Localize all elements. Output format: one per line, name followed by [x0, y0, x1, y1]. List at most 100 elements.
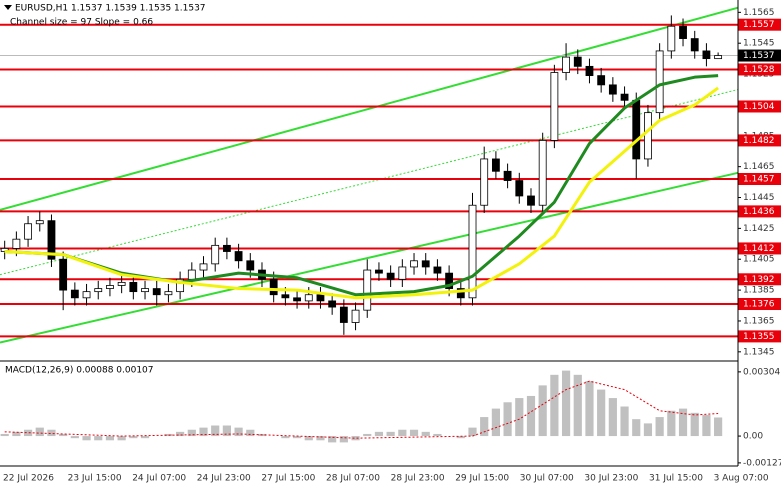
y-tick-label: 1.1425: [743, 224, 775, 234]
x-tick-label: 30 Jul 07:00: [520, 474, 574, 484]
candle-body: [433, 266, 442, 274]
channel-info: Channel size = 97 Slope = 0.66: [10, 18, 153, 28]
level-label: 1.1376: [743, 299, 775, 309]
candle-body: [386, 272, 395, 280]
candle-body: [293, 297, 301, 302]
macd-bar: [140, 436, 150, 439]
candle-body: [445, 272, 454, 289]
channel-line: [0, 89, 739, 276]
candle-body: [117, 281, 126, 286]
candle-body: [527, 195, 535, 206]
y-tick-label: 1.1465: [743, 162, 775, 172]
candle-body: [655, 50, 664, 114]
candle-body: [421, 260, 430, 268]
candle-body: [59, 258, 68, 291]
y-tick-label: 1.1445: [743, 193, 775, 203]
signal-line: [4, 380, 719, 439]
macd-bar: [70, 436, 79, 439]
y-tick-label: 1.1385: [743, 286, 775, 296]
y-tick-label: 0.00304: [743, 367, 780, 377]
level-tag: [738, 173, 781, 185]
macd-bar: [105, 436, 115, 441]
level-tag: [738, 330, 781, 343]
candle-body: [491, 158, 500, 172]
macd-bar: [561, 370, 571, 437]
macd-bar: [655, 417, 664, 437]
candle-body: [503, 170, 512, 181]
macd-bar: [456, 436, 465, 439]
macd-bar: [281, 436, 290, 439]
macd-bar: [351, 436, 360, 441]
macd-bar: [714, 417, 723, 437]
candle-body: [35, 220, 44, 225]
level-label: 1.1355: [743, 332, 775, 342]
level-tag: [738, 18, 781, 31]
macd-bar: [187, 429, 196, 437]
level-label: 1.1436: [743, 207, 775, 217]
macd-bar: [176, 431, 185, 437]
x-tick-label: 23 Jul 15:00: [68, 474, 122, 484]
level-label: 1.1412: [743, 244, 775, 254]
candle-body: [211, 244, 220, 265]
level-label: 1.1457: [743, 175, 775, 185]
symbol-icon: [4, 5, 12, 10]
macd-bar: [23, 429, 33, 437]
candle-body: [410, 260, 418, 268]
channel-line: [0, 171, 739, 344]
candle-body: [269, 278, 278, 296]
macd-bar: [47, 429, 56, 437]
candle-body: [550, 72, 559, 141]
x-tick-label: 22 Jul 2026: [3, 474, 54, 484]
level-tag: [738, 297, 781, 310]
candle-body: [363, 269, 372, 311]
macd-bar: [292, 436, 302, 439]
macd-bar: [363, 433, 372, 437]
candle-body: [222, 244, 231, 252]
candle-body: [199, 263, 208, 271]
macd-bar: [222, 425, 231, 437]
axes: 1.15651.15451.15251.15051.14851.14651.14…: [3, 8, 781, 484]
macd-bar: [12, 431, 21, 437]
macd-bar: [690, 412, 699, 437]
y-tick-label: 1.1365: [743, 316, 775, 326]
macd-bar: [608, 398, 617, 437]
candle-body: [141, 288, 149, 293]
candle-body: [667, 25, 676, 52]
candle-body: [620, 93, 629, 101]
x-tick-label: 28 Jul 23:00: [391, 474, 445, 484]
level-tag: [738, 205, 781, 218]
macd-bar: [678, 408, 688, 437]
moving-average: [4, 86, 719, 300]
macd-title: MACD(12,26,9) 0.00088 0.00107: [5, 366, 154, 376]
macd-bar: [234, 427, 243, 437]
macd-bar: [643, 423, 653, 437]
macd-bar: [35, 427, 44, 437]
y-tick-label: 0.00: [743, 432, 763, 442]
y-tick-label: 1.1345: [743, 347, 775, 357]
x-tick-label: 27 Jul 15:00: [261, 474, 315, 484]
level-label: 1.1482: [743, 136, 775, 146]
x-tick-label: 24 Jul 23:00: [197, 474, 251, 484]
candle-body: [562, 56, 570, 73]
macd-bar: [304, 436, 313, 441]
y-tick-label: 1.1405: [743, 255, 775, 265]
candle-body: [398, 266, 407, 280]
macd-bar: [503, 402, 512, 437]
macd-bar: [632, 419, 641, 437]
candle-body: [375, 269, 383, 274]
macd-bar: [515, 398, 524, 437]
candle-body: [304, 294, 313, 302]
macd-bar: [199, 427, 208, 437]
macd-bar: [421, 431, 430, 437]
channel-line: [0, 6, 739, 211]
macd-bar: [409, 429, 419, 437]
candle-body: [47, 220, 56, 260]
candle-body: [644, 112, 652, 160]
macd-bar: [59, 433, 68, 437]
candle-body: [24, 223, 32, 240]
x-tick-label: 24 Jul 07:00: [132, 474, 186, 484]
candle-body: [94, 288, 103, 293]
macd-bar: [164, 433, 173, 437]
